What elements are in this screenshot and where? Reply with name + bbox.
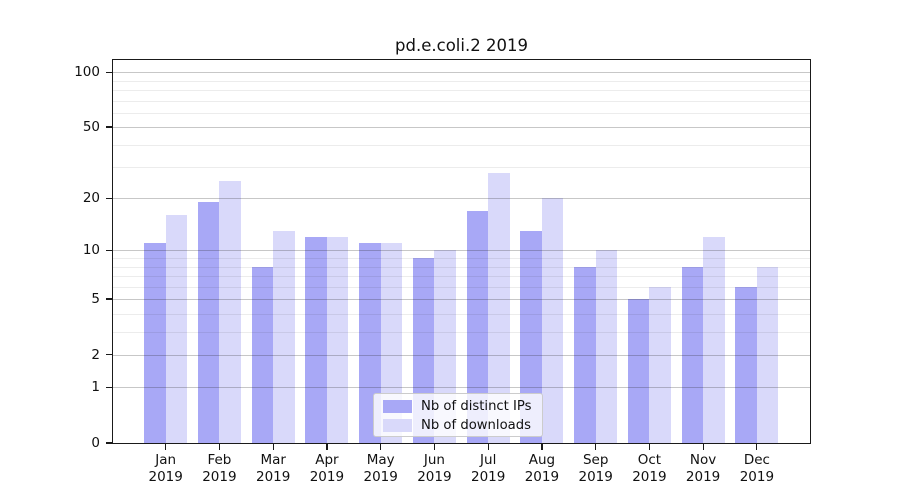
xtick-label-may: May 2019 <box>363 452 398 485</box>
gridline-minor-30 <box>113 167 810 169</box>
gridline-minor-6 <box>113 286 810 288</box>
gridline-minor-4 <box>113 313 810 315</box>
bar-distinct-ips-dec <box>735 286 757 443</box>
legend-swatch-downloads <box>383 419 412 432</box>
bar-downloads-apr <box>326 236 349 443</box>
ytick-label-100: 100 <box>74 64 100 81</box>
gridline-minor-80 <box>113 89 810 91</box>
bar-downloads-nov <box>703 236 725 443</box>
legend-label-downloads: Nb of downloads <box>421 418 531 433</box>
xtick-label-feb: Feb 2019 <box>202 452 237 485</box>
bar-distinct-ips-apr <box>305 236 327 443</box>
gridline-minor-40 <box>113 144 810 146</box>
gridline-minor-8 <box>113 266 810 268</box>
gridline-minor-7 <box>113 275 810 277</box>
gridline-minor-70 <box>113 100 810 102</box>
ytick-mark-10 <box>106 249 113 251</box>
legend-swatch-distinct-ips <box>383 400 412 413</box>
ytick-label-10: 10 <box>82 242 100 259</box>
bar-downloads-jul <box>488 172 510 443</box>
legend-item: Nb of distinct IPs <box>374 397 542 416</box>
xtick-label-sep: Sep 2019 <box>578 452 613 485</box>
gridline-2 <box>113 354 810 356</box>
chart-title: pd.e.coli.2 2019 <box>395 36 528 55</box>
xtick-mark-oct <box>648 443 651 450</box>
ytick-label-0: 0 <box>91 435 100 451</box>
xtick-mark-feb <box>218 443 221 450</box>
ytick-mark-0 <box>106 442 113 444</box>
ytick-label-20: 20 <box>82 190 100 207</box>
xtick-label-dec: Dec 2019 <box>739 452 775 485</box>
gridline-1 <box>113 387 810 389</box>
ytick-mark-5 <box>106 298 113 300</box>
ytick-label-1: 1 <box>91 379 100 396</box>
gridline-minor-9 <box>113 258 810 259</box>
legend: Nb of distinct IPs Nb of downloads <box>373 393 543 437</box>
legend-item: Nb of downloads <box>374 416 542 435</box>
gridline-50 <box>113 127 810 129</box>
bar-distinct-ips-jul <box>466 210 489 443</box>
xtick-label-nov: Nov 2019 <box>685 452 721 485</box>
ytick-mark-50 <box>106 126 113 128</box>
ytick-mark-1 <box>106 386 113 388</box>
xtick-mark-mar <box>272 443 274 450</box>
xtick-mark-may <box>380 443 382 450</box>
bar-distinct-ips-aug <box>520 231 542 443</box>
bar-downloads-mar <box>273 231 295 443</box>
bar-distinct-ips-sep <box>574 266 596 443</box>
xtick-mark-aug <box>541 443 543 450</box>
xtick-label-oct: Oct 2019 <box>632 452 667 485</box>
gridline-minor-60 <box>113 112 810 114</box>
plot-area: Nb of distinct IPs Nb of downloads <box>113 60 810 443</box>
xtick-label-jun: Jun 2019 <box>417 452 452 485</box>
bar-distinct-ips-feb <box>197 202 220 443</box>
bar-downloads-jan <box>165 215 188 443</box>
ytick-label-5: 5 <box>91 291 100 307</box>
xtick-label-apr: Apr 2019 <box>309 452 345 485</box>
ytick-label-2: 2 <box>91 346 100 363</box>
bar-downloads-sep <box>595 250 618 443</box>
bar-downloads-oct <box>649 286 671 443</box>
ytick-mark-100 <box>106 71 113 73</box>
gridline-5 <box>113 299 810 300</box>
ytick-mark-20 <box>106 197 113 199</box>
bar-distinct-ips-oct <box>627 299 650 443</box>
xtick-mark-apr <box>326 443 328 450</box>
xtick-label-jul: Jul 2019 <box>471 452 506 485</box>
legend-label-distinct-ips: Nb of distinct IPs <box>421 399 532 414</box>
gridline-minor-3 <box>113 331 810 333</box>
xtick-mark-nov <box>702 443 704 450</box>
xtick-mark-jan <box>165 443 167 450</box>
xtick-label-jan: Jan 2019 <box>148 452 183 485</box>
xtick-mark-jun <box>433 443 436 450</box>
bar-downloads-feb <box>219 181 241 443</box>
gridline-10 <box>113 250 810 252</box>
ytick-label-50: 50 <box>82 119 100 136</box>
bar-distinct-ips-mar <box>251 266 274 443</box>
gridline-100 <box>113 72 810 74</box>
gridline-minor-90 <box>113 80 810 82</box>
bar-downloads-aug <box>541 198 564 443</box>
ytick-mark-2 <box>106 354 113 356</box>
xtick-mark-jul <box>487 443 489 450</box>
xtick-mark-dec <box>756 443 758 450</box>
bar-distinct-ips-nov <box>681 266 704 443</box>
xtick-mark-sep <box>595 443 597 450</box>
bar-distinct-ips-jan <box>144 243 166 443</box>
bar-downloads-dec <box>756 266 779 443</box>
xtick-label-mar: Mar 2019 <box>256 452 291 485</box>
xtick-label-aug: Aug 2019 <box>524 452 560 485</box>
gridline-20 <box>113 198 810 200</box>
